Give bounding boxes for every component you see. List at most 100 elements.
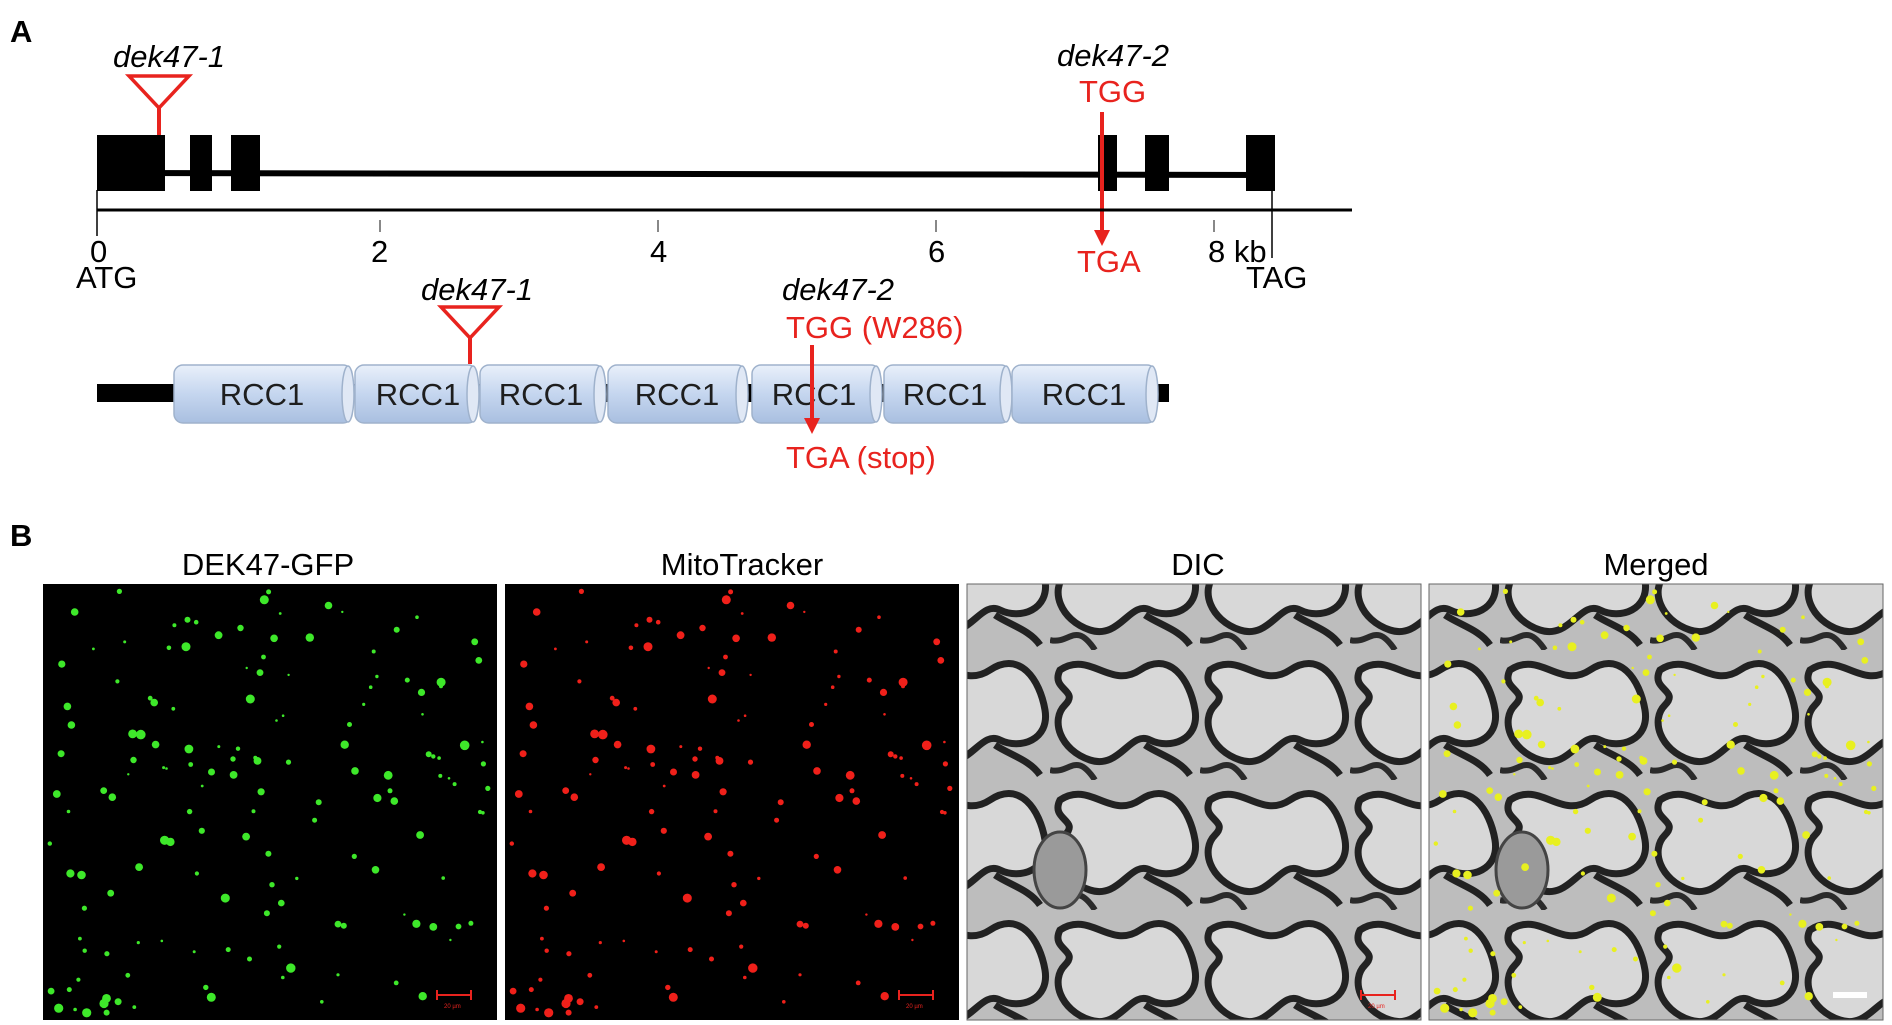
- signal-dot: [1824, 773, 1829, 778]
- signal-dot: [704, 832, 712, 841]
- signal-dot: [452, 782, 457, 787]
- signal-dot: [592, 756, 599, 764]
- signal-dot: [1722, 973, 1726, 977]
- signal-dot: [192, 950, 196, 954]
- signal-dot: [1673, 673, 1676, 677]
- rcc1-label-3: RCC1: [499, 377, 583, 412]
- signal-dot: [70, 608, 79, 616]
- signal-dot: [305, 633, 314, 642]
- protein-insertion-triangle-icon: [436, 305, 504, 341]
- signal-dot: [1478, 647, 1481, 651]
- signal-dot: [275, 719, 278, 722]
- signal-dot: [261, 654, 266, 660]
- signal-dot: [900, 773, 905, 778]
- rcc1-domain-5: RCC1: [751, 364, 883, 424]
- signal-dot: [371, 866, 380, 874]
- signal-dot: [874, 919, 883, 928]
- signal-dot: [855, 626, 862, 633]
- signal-dot: [786, 601, 795, 610]
- signal-dot: [509, 841, 514, 846]
- signal-dot: [1578, 950, 1582, 954]
- signal-dot: [295, 876, 299, 881]
- signal-dot: [1757, 649, 1762, 654]
- exon-6: [1246, 135, 1275, 191]
- signal-dot: [229, 771, 238, 779]
- signal-dot: [1671, 759, 1678, 765]
- signal-dot: [1459, 1007, 1463, 1012]
- signal-dot: [362, 702, 366, 707]
- signal-dot: [1500, 998, 1508, 1006]
- signal-dot: [324, 601, 333, 610]
- signal-dot: [538, 977, 543, 982]
- signal-dot: [125, 972, 131, 978]
- signal-dot: [1570, 616, 1577, 623]
- signal-dot: [245, 666, 248, 670]
- signal-dot: [281, 714, 285, 717]
- signal-dot: [1509, 640, 1513, 644]
- signal-dot: [1494, 793, 1503, 801]
- signal-dot: [67, 721, 76, 729]
- signal-dot: [1649, 910, 1656, 917]
- signal-dot: [1726, 922, 1733, 929]
- signal-dot: [1773, 788, 1779, 794]
- signal-dot: [1616, 756, 1622, 762]
- signal-dot: [1551, 767, 1554, 770]
- signal-dot: [351, 853, 357, 860]
- signal-dot: [866, 677, 872, 683]
- signal-dot: [281, 975, 285, 980]
- signal-dot: [565, 1009, 572, 1016]
- tick-label-2: 2: [371, 234, 388, 269]
- signal-dot: [1667, 975, 1671, 980]
- signal-dot: [1452, 987, 1458, 993]
- signal-dot: [475, 657, 483, 664]
- protein-mutation-arrow-icon: [804, 418, 820, 434]
- signal-dot: [481, 740, 484, 744]
- signal-dot: [891, 923, 900, 931]
- signal-dot: [540, 936, 544, 941]
- dic-scale-label: 20 µm: [1368, 1004, 1385, 1010]
- signal-dot: [878, 831, 886, 839]
- signal-dot: [58, 660, 66, 668]
- exon-5: [1145, 135, 1169, 191]
- signal-dot: [188, 762, 194, 767]
- rcc1-label-2: RCC1: [376, 377, 460, 412]
- signal-dot: [165, 767, 168, 770]
- signal-dot: [845, 770, 855, 780]
- signal-dot: [709, 956, 714, 962]
- signal-dot: [1776, 797, 1785, 805]
- signal-dot: [646, 616, 653, 623]
- signal-dot: [66, 869, 75, 878]
- signal-dot: [1546, 835, 1556, 845]
- signal-dot: [203, 984, 209, 991]
- signal-dot: [782, 1000, 786, 1004]
- signal-dot: [833, 866, 842, 874]
- signal-dot: [104, 951, 110, 957]
- signal-dot: [598, 941, 602, 945]
- signal-dot: [1757, 866, 1766, 874]
- signal-dot: [1748, 702, 1752, 707]
- signal-dot: [1833, 777, 1837, 780]
- signal-dot: [1698, 817, 1704, 823]
- signal-dot: [1845, 740, 1856, 751]
- rcc1-label-6: RCC1: [903, 377, 987, 412]
- signal-dot: [939, 809, 945, 815]
- gfp-signal: [47, 588, 491, 1018]
- signal-dot: [803, 610, 806, 614]
- signal-dot: [813, 767, 821, 775]
- signal-dot: [404, 677, 410, 683]
- signal-dot: [727, 850, 734, 857]
- signal-dot: [1789, 913, 1792, 916]
- signal-dot: [687, 947, 693, 953]
- signal-dot: [136, 729, 146, 740]
- signal-dot: [471, 638, 479, 646]
- signal-dot: [375, 674, 379, 679]
- signal-dot: [247, 956, 252, 962]
- signal-dot: [455, 923, 462, 930]
- image-title-gfp: DEK47-GFP: [182, 547, 354, 582]
- signal-dot: [1726, 740, 1735, 749]
- signal-dot: [1691, 633, 1701, 642]
- signal-dot: [200, 784, 204, 788]
- signal-dot: [1823, 756, 1827, 760]
- signal-dot: [347, 722, 352, 727]
- signal-dot: [171, 706, 176, 711]
